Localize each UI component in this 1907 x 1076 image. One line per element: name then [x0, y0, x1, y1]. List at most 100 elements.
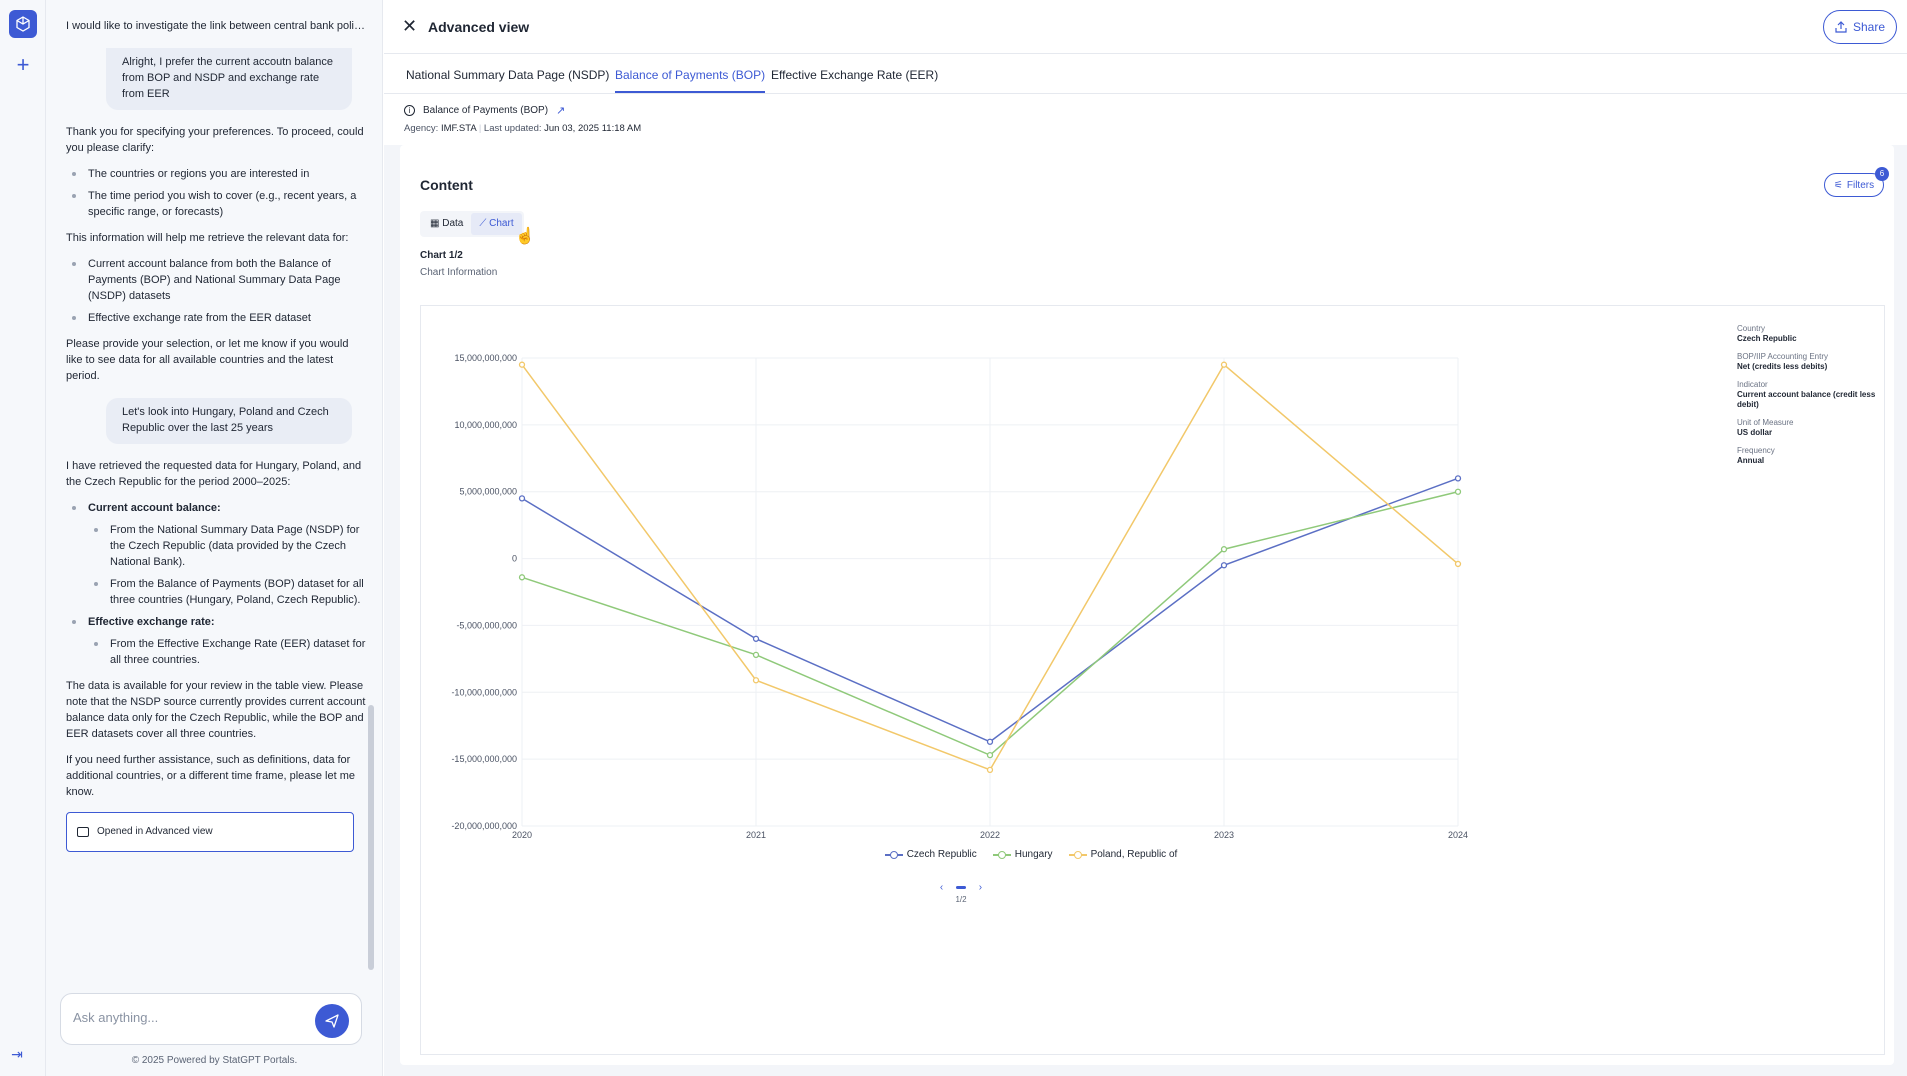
meta-value: Annual	[1737, 456, 1765, 465]
message-text: If you need further assistance, such as …	[66, 754, 356, 798]
message-text: Please provide your selection, or let me…	[66, 338, 349, 382]
meta-key: Indicator	[1737, 380, 1768, 389]
opened-label: Opened in Advanced view	[97, 826, 213, 837]
user-message: Let's look into Hungary, Poland and Czec…	[106, 398, 352, 444]
message-list: Current account balance: From the Nation…	[66, 500, 368, 668]
dataset-name: Balance of Payments (BOP)	[423, 105, 549, 116]
y-tick-label: -10,000,000,000	[451, 687, 517, 697]
chart-legend: Czech Republic Hungary Poland, Republic …	[421, 849, 1641, 860]
chat-panel: I would like to investigate the link bet…	[46, 0, 383, 1076]
send-icon	[325, 1014, 339, 1028]
assistant-message: Thank you for specifying your preference…	[66, 124, 368, 384]
new-chat-plus-icon[interactable]: +	[16, 52, 30, 77]
data-point	[1454, 488, 1462, 495]
list-item: From the Effective Exchange Rate (EER) d…	[66, 636, 368, 668]
x-tick-label: 2021	[746, 830, 766, 840]
expand-sidebar-icon[interactable]: ⇥	[11, 1046, 23, 1062]
dataset-tabs: National Summary Data Page (NSDP) Balanc…	[384, 56, 1907, 94]
top-bar: ✕ Advanced view Share	[384, 0, 1907, 54]
advanced-view-panel: ✕ Advanced view Share National Summary D…	[384, 0, 1907, 1076]
data-point	[1454, 475, 1462, 482]
message-text: Thank you for specifying your preference…	[66, 126, 364, 154]
close-icon[interactable]: ✕	[402, 16, 418, 36]
data-point	[986, 751, 994, 759]
dataset-meta: Agency: IMF.STA | Last updated: Jun 03, …	[404, 123, 642, 134]
toggle-chart-label: Chart	[489, 218, 514, 229]
legend-item-hungary[interactable]: Hungary	[992, 849, 1053, 860]
send-button[interactable]	[315, 1004, 349, 1038]
agency-label: Agency:	[404, 123, 439, 134]
chart-metadata: Country Czech Republic BOP/IIP Accountin…	[1737, 324, 1877, 466]
sliders-icon: ⚟	[1833, 179, 1843, 191]
chat-input-box	[60, 993, 362, 1045]
content-area: Content ⚟ Filters 6 ▦ Data ⟋ Chart ☝ Cha…	[384, 145, 1907, 1076]
data-point	[1220, 361, 1228, 368]
meta-value: Czech Republic	[1737, 334, 1797, 343]
meta-key: Country	[1737, 324, 1766, 333]
legend-label: Czech Republic	[906, 849, 977, 860]
agency-value: IMF.STA	[440, 123, 477, 134]
y-tick-label: 0	[512, 554, 517, 564]
chevron-left-icon[interactable]: ‹	[939, 882, 944, 893]
filters-button[interactable]: ⚟ Filters 6	[1824, 167, 1889, 197]
content-card: Content ⚟ Filters 6 ▦ Data ⟋ Chart ☝ Cha…	[400, 145, 1894, 1065]
data-point	[518, 495, 526, 502]
line-chart: 15,000,000,000 10,000,000,000 5,000,000,00…	[451, 353, 1468, 840]
legend-swatch	[1068, 850, 1087, 860]
x-tick-label: 2020	[512, 830, 532, 840]
y-tick-label: 10,000,000,000	[454, 420, 517, 430]
data-point	[986, 738, 994, 745]
toggle-data[interactable]: ▦ Data	[422, 213, 471, 235]
y-tick-label: -20,000,000,000	[451, 821, 517, 831]
filters-label: Filters	[1846, 179, 1875, 191]
chevron-right-icon[interactable]: ›	[978, 882, 983, 893]
upload-icon	[1835, 21, 1847, 33]
list-item: From the Balance of Payments (BOP) datas…	[66, 576, 368, 608]
pager-number: 1/2	[955, 895, 967, 904]
data-point	[1220, 562, 1228, 569]
legend-label: Hungary	[1014, 849, 1053, 860]
chat-input[interactable]	[73, 1010, 293, 1025]
app-logo-icon[interactable]	[9, 10, 37, 38]
legend-item-czech[interactable]: Czech Republic	[884, 849, 977, 860]
legend-label: Poland, Republic of	[1090, 849, 1178, 860]
chat-messages: Alright, I prefer the current accoutn ba…	[66, 48, 368, 958]
opened-in-advanced-view-button[interactable]: Opened in Advanced view	[66, 812, 354, 852]
legend-swatch	[884, 850, 903, 860]
updated-label: Last updated:	[483, 123, 542, 134]
meta-key: Unit of Measure	[1737, 418, 1794, 427]
share-button[interactable]: Share	[1823, 10, 1897, 44]
list-item: From the National Summary Data Page (NSD…	[66, 522, 368, 570]
message-list: Current account balance from both the Ba…	[66, 256, 368, 326]
tab-bop[interactable]: Balance of Payments (BOP)	[615, 68, 766, 93]
toggle-data-label: Data	[442, 218, 464, 229]
tab-nsdp[interactable]: National Summary Data Page (NSDP)	[406, 68, 610, 82]
x-tick-label: 2024	[1448, 830, 1468, 840]
chart-pager: ‹ › 1/2	[931, 882, 991, 904]
chat-title[interactable]: I would like to investigate the link bet…	[66, 20, 366, 32]
data-point	[518, 361, 526, 368]
y-tick-label: -15,000,000,000	[451, 754, 517, 764]
data-point	[752, 677, 760, 684]
table-icon: ▦	[430, 218, 443, 229]
data-point	[752, 651, 760, 658]
y-tick-label: -5,000,000,000	[456, 620, 517, 630]
data-point	[1220, 546, 1228, 553]
dataset-info: i Balance of Payments (BOP) ↗ Agency: IM…	[404, 104, 641, 134]
filters-count-badge: 6	[1875, 167, 1889, 181]
data-point	[752, 635, 760, 642]
y-tick-label: 15,000,000,000	[454, 353, 517, 363]
chat-scrollbar[interactable]	[368, 705, 374, 970]
footer-text: © 2025 Powered by StatGPT Portals.	[131, 1055, 298, 1066]
info-icon[interactable]: i	[404, 105, 415, 116]
legend-item-poland[interactable]: Poland, Republic of	[1068, 849, 1178, 860]
meta-value: Current account balance (credit less deb…	[1737, 390, 1876, 409]
list-item: Effective exchange rate:	[66, 614, 368, 630]
list-item: Current account balance from both the Ba…	[66, 256, 368, 304]
data-point	[1454, 560, 1462, 568]
external-link-icon[interactable]: ↗	[556, 105, 566, 117]
tab-eer[interactable]: Effective Exchange Rate (EER)	[771, 68, 939, 82]
pager-indicator	[956, 885, 966, 889]
list-item: Effective exchange rate from the EER dat…	[66, 310, 368, 326]
toggle-chart[interactable]: ⟋ Chart	[471, 213, 522, 235]
